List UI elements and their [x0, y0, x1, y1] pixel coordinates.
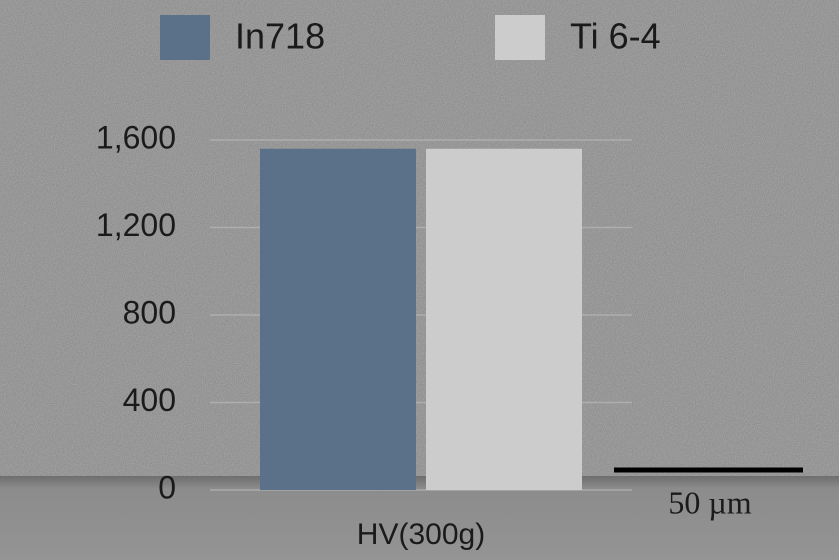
legend-swatch — [495, 15, 545, 60]
bar — [260, 148, 416, 490]
y-tick-label: 1,600 — [96, 119, 176, 155]
legend-label: In718 — [235, 16, 325, 57]
texture — [0, 0, 839, 480]
scale-label: 50 µm — [668, 484, 751, 520]
bar — [426, 148, 582, 490]
y-tick-label: 400 — [123, 382, 176, 418]
y-tick-label: 0 — [158, 469, 176, 505]
y-tick-label: 1,200 — [96, 207, 176, 243]
y-tick-label: 800 — [123, 294, 176, 330]
legend-label: Ti 6-4 — [570, 16, 661, 57]
x-tick-label: HV(300g) — [357, 518, 485, 551]
legend-swatch — [160, 15, 210, 60]
